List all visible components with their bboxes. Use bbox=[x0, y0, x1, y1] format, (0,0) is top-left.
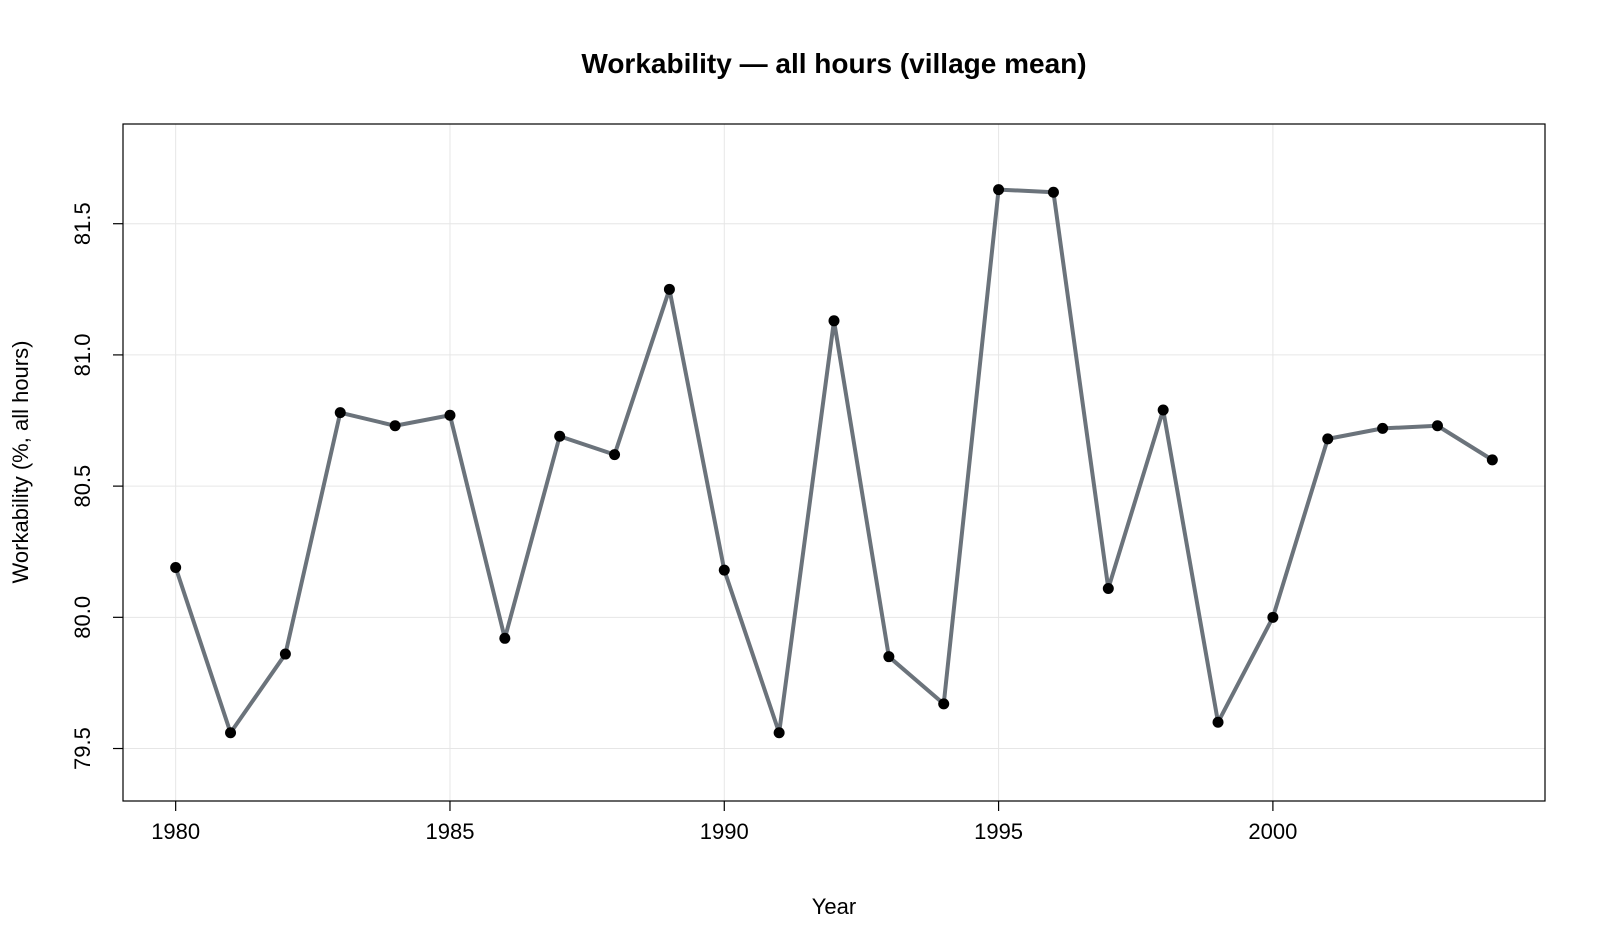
data-point bbox=[279, 648, 291, 660]
series-line bbox=[173, 187, 1495, 735]
plot-frame bbox=[122, 123, 1546, 802]
data-point bbox=[883, 651, 895, 663]
x-tick-label: 1980 bbox=[151, 819, 200, 844]
x-axis: 1980 1985 1990 1995 2000 bbox=[151, 801, 1297, 844]
data-point bbox=[1377, 422, 1389, 434]
data-point bbox=[170, 561, 182, 573]
data-point bbox=[1102, 582, 1114, 594]
data-point bbox=[225, 727, 237, 739]
x-tick-label: 1990 bbox=[700, 819, 749, 844]
data-point bbox=[1047, 186, 1059, 198]
data-point bbox=[1322, 433, 1334, 445]
y-axis: 79.5 80.0 80.5 81.0 81.5 bbox=[70, 202, 123, 770]
data-point bbox=[1212, 716, 1224, 728]
grid bbox=[123, 124, 1545, 801]
data-point bbox=[828, 315, 840, 327]
data-point bbox=[389, 420, 401, 432]
y-tick-label: 80.5 bbox=[70, 465, 95, 508]
x-tick-label: 1995 bbox=[974, 819, 1023, 844]
y-tick-label: 81.0 bbox=[70, 334, 95, 377]
y-tick-label: 80.0 bbox=[70, 596, 95, 639]
data-point bbox=[554, 430, 566, 442]
data-point bbox=[718, 564, 730, 576]
x-axis-label: Year bbox=[812, 894, 856, 919]
data-point bbox=[444, 409, 456, 421]
y-tick-label: 79.5 bbox=[70, 727, 95, 770]
data-point bbox=[1157, 404, 1169, 416]
data-point bbox=[1431, 420, 1443, 432]
series bbox=[170, 184, 1498, 739]
y-axis-label: Workability (%, all hours) bbox=[8, 341, 33, 584]
data-point bbox=[773, 727, 785, 739]
data-point bbox=[609, 449, 621, 461]
x-tick-label: 1985 bbox=[425, 819, 474, 844]
data-point bbox=[1486, 454, 1498, 466]
data-point bbox=[938, 698, 950, 710]
chart-title: Workability — all hours (village mean) bbox=[581, 48, 1086, 79]
data-point bbox=[1267, 611, 1279, 623]
data-point bbox=[663, 283, 675, 295]
y-tick-label: 81.5 bbox=[70, 202, 95, 245]
data-point bbox=[334, 407, 346, 419]
data-point bbox=[499, 632, 511, 644]
x-tick-label: 2000 bbox=[1248, 819, 1297, 844]
data-point bbox=[993, 184, 1005, 196]
